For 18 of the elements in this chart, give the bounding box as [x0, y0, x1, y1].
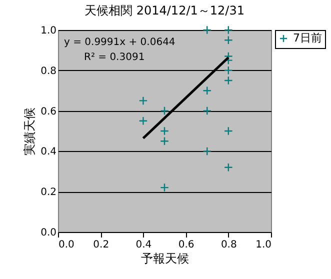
- x-tick-label: 0.2: [93, 240, 110, 250]
- y-tick-label: 0.8: [40, 66, 56, 77]
- y-tick-label: 0.6: [40, 106, 56, 118]
- y-axis-title: 実績天候: [22, 108, 37, 156]
- x-tick-label: 0.6: [178, 240, 194, 250]
- legend-label: 7日前: [293, 32, 322, 44]
- y-tick-label: 1.0: [40, 26, 56, 36]
- x-tick-label: 0.4: [136, 240, 152, 250]
- annotation: y = 0.9991x + 0.0644: [64, 37, 176, 48]
- y-tick-label: 0.2: [40, 187, 56, 198]
- x-tick-label: 0.8: [220, 240, 237, 250]
- y-tick-label: 0.4: [40, 146, 56, 158]
- y-tick-label: 0.0: [40, 228, 56, 238]
- annotation: R² = 0.3091: [84, 52, 145, 63]
- x-axis-title: 予報天候: [141, 252, 189, 266]
- x-tick-label: 1.0: [256, 240, 272, 250]
- x-tick-label: 0.0: [58, 240, 74, 250]
- chart-title: 天候相関 2014/12/1～12/31: [84, 4, 244, 18]
